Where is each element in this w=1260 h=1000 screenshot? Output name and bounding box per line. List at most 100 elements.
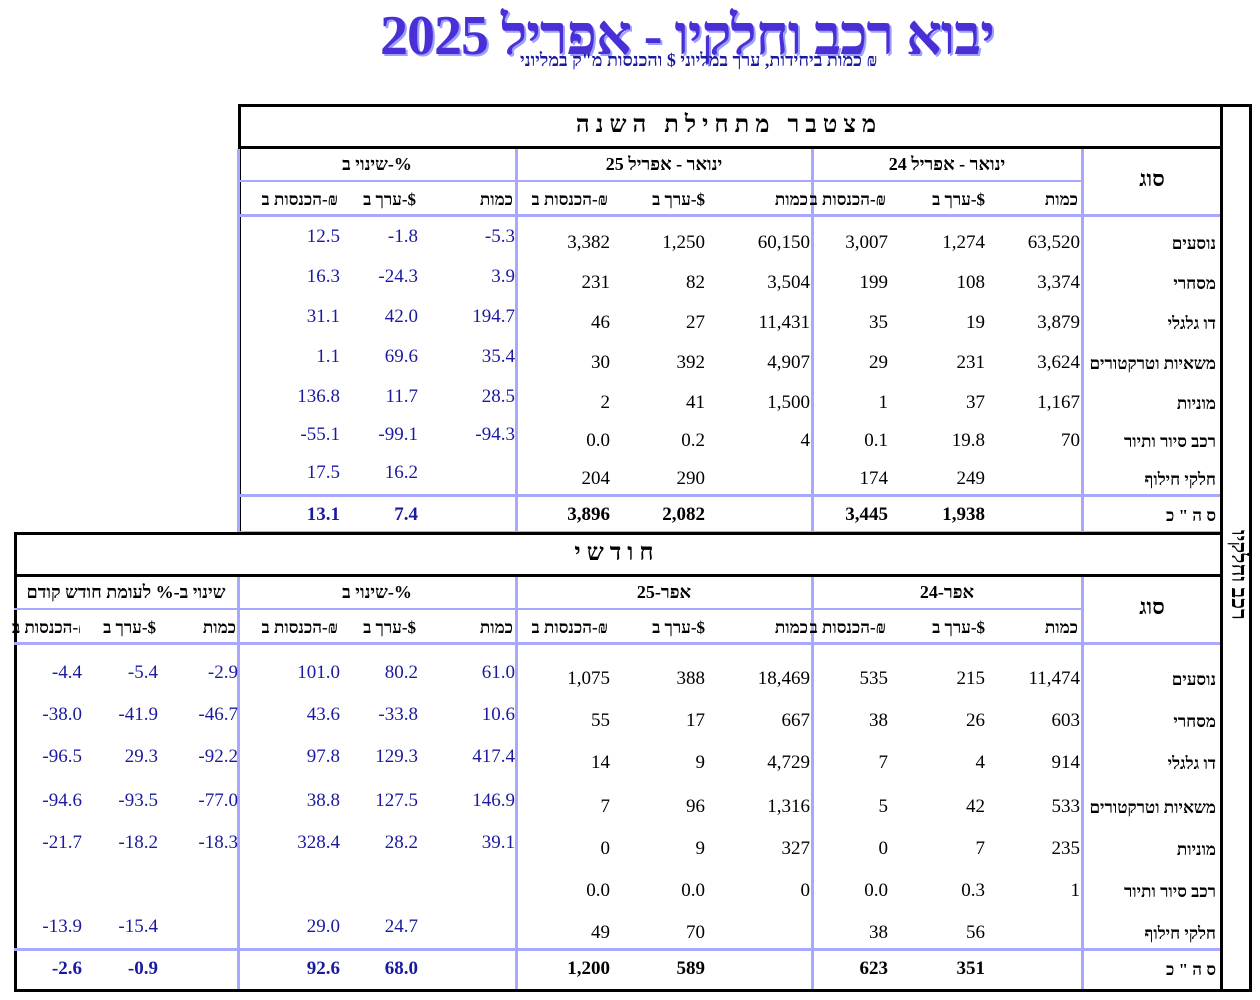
group-subline xyxy=(14,608,1082,610)
table-cell: 2 xyxy=(600,392,611,413)
table-cell: 39.1 xyxy=(481,832,515,853)
table-cell: 56 xyxy=(966,922,985,943)
table-cell: -92.2 xyxy=(198,746,238,767)
table-cell: -77.0 xyxy=(198,790,238,811)
column-divider xyxy=(811,149,814,534)
table-cell: 3,879 xyxy=(1037,312,1080,333)
total-cell: 2,082 xyxy=(662,504,705,525)
table-cell: 35 xyxy=(869,312,888,333)
table-cell: 38 xyxy=(869,922,888,943)
group-header: ינואר - אפריל 25 xyxy=(605,154,723,174)
table-cell: 3,007 xyxy=(845,232,888,253)
table-cell: 24.7 xyxy=(384,916,418,937)
total-cell: 1,200 xyxy=(567,958,610,979)
column-divider xyxy=(237,149,240,534)
column-header: כמות xyxy=(479,618,513,637)
outer-top-right xyxy=(1220,104,1252,107)
table-cell: 63,520 xyxy=(1027,232,1080,253)
table-cell: 26 xyxy=(966,710,985,731)
total-cell: 351 xyxy=(956,958,986,979)
column-header: הכנסות ב-₪ xyxy=(809,618,886,637)
table-cell: 28.5 xyxy=(481,386,515,407)
table-cell: -94.3 xyxy=(475,424,515,445)
table-cell: 0 xyxy=(800,880,811,901)
column-header: כמות xyxy=(202,618,236,637)
row-label: דו גלגלי xyxy=(1167,314,1216,333)
table-cell: 97.8 xyxy=(306,746,340,767)
table-cell: 174 xyxy=(859,468,889,489)
row-label: חלקי חילוף xyxy=(1144,924,1216,943)
table-cell: 108 xyxy=(956,272,986,293)
table-cell: 11.7 xyxy=(385,386,418,407)
group-header: אפר-24 xyxy=(919,582,975,602)
table-cell: 35.4 xyxy=(481,346,515,367)
table-cell: -41.9 xyxy=(118,704,158,725)
column-header: הכנסות ב-₪ xyxy=(531,618,608,637)
table-cell: 194.7 xyxy=(472,306,515,327)
table-cell: 533 xyxy=(1051,796,1081,817)
column-header: כמות xyxy=(774,190,808,209)
table-cell: 235 xyxy=(1051,838,1081,859)
table-cell: 29.3 xyxy=(124,746,158,767)
total-top-line xyxy=(238,494,1220,497)
table-cell: 4,907 xyxy=(767,352,810,373)
column-header: ערך ב-$ xyxy=(932,190,985,209)
table-cell: 17 xyxy=(686,710,705,731)
total-cell: 68.0 xyxy=(384,958,418,979)
table-cell: 5 xyxy=(878,796,889,817)
table-cell: 1 xyxy=(1070,880,1081,901)
table-cell: 42 xyxy=(966,796,985,817)
table-cell: 392 xyxy=(676,352,706,373)
table-cell: -15.4 xyxy=(118,916,158,937)
group-header: שינוי ב-% xyxy=(342,582,412,602)
table-cell: 667 xyxy=(781,710,811,731)
type-header: סוג xyxy=(1139,594,1165,619)
column-header: ערך ב-$ xyxy=(932,618,985,637)
table-cell: 215 xyxy=(956,668,986,689)
total-cell: 623 xyxy=(859,958,889,979)
table-cell: 101.0 xyxy=(297,662,340,683)
section-top-border xyxy=(14,532,1220,535)
table-cell: 146.9 xyxy=(472,790,515,811)
table-cell: -99.1 xyxy=(378,424,418,445)
column-header: הכנסות ב-₪ xyxy=(531,190,608,209)
table-cell: 388 xyxy=(676,668,706,689)
total-cell: 3,896 xyxy=(567,504,610,525)
group-header: אפר-25 xyxy=(636,582,692,602)
table-cell: 0 xyxy=(878,838,889,859)
table-cell: 535 xyxy=(859,668,889,689)
table-cell: 11,474 xyxy=(1028,668,1080,689)
table-cell: 3,374 xyxy=(1037,272,1080,293)
table-cell: -2.9 xyxy=(207,662,238,683)
table-cell: 290 xyxy=(676,468,706,489)
table-cell: 1,250 xyxy=(662,232,705,253)
table-cell: -46.7 xyxy=(198,704,238,725)
table-cell: -1.8 xyxy=(387,226,418,247)
table-cell: 3,504 xyxy=(767,272,810,293)
table-cell: 1,167 xyxy=(1037,392,1080,413)
table-cell: 0.0 xyxy=(586,430,610,451)
table-cell: 0.1 xyxy=(864,430,888,451)
table-cell: 96 xyxy=(686,796,705,817)
table-cell: 0.0 xyxy=(586,880,610,901)
table-cell: 42.0 xyxy=(384,306,418,327)
table-cell: 199 xyxy=(859,272,889,293)
table-cell: 3.9 xyxy=(491,266,515,287)
row-label: חלקי חילוף xyxy=(1144,470,1216,489)
section-title-border xyxy=(238,146,1220,149)
table-cell: -5.3 xyxy=(484,226,515,247)
table-cell: -93.5 xyxy=(118,790,158,811)
header-bottom-line xyxy=(14,642,1220,645)
table-cell: 61.0 xyxy=(481,662,515,683)
table-cell: 41 xyxy=(686,392,705,413)
table-cell: 69.6 xyxy=(384,346,418,367)
table-cell: 30 xyxy=(591,352,610,373)
table-cell: 9 xyxy=(695,752,706,773)
table-cell: 603 xyxy=(1051,710,1081,731)
column-header: הכנסות ב-₪ xyxy=(261,618,338,637)
table-cell: 4 xyxy=(800,430,811,451)
row-label: מסחרי xyxy=(1173,712,1216,731)
header-bottom-line xyxy=(238,214,1220,217)
total-cell: -2.6 xyxy=(51,958,82,979)
table-cell: 0.0 xyxy=(864,880,888,901)
